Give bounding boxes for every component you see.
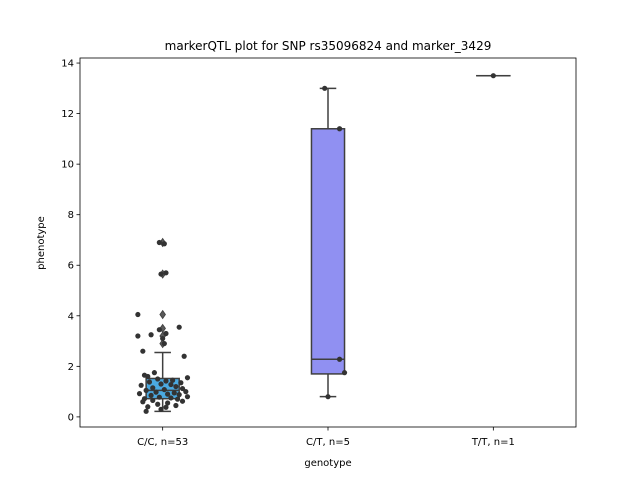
y-tick-label: 2 [68, 362, 74, 373]
y-tick-label: 0 [68, 412, 74, 423]
data-point [140, 348, 146, 354]
outlier-marker [159, 309, 166, 320]
data-point [136, 391, 143, 397]
axes: 0 2 4 6 8 10 12 14 C/C, n=53 C/T, n=5 T/T, n=1 [61, 59, 515, 448]
data-point [150, 385, 156, 391]
data-point [148, 392, 154, 399]
data-point [156, 394, 162, 400]
data-point [156, 327, 162, 333]
y-tick-label: 8 [68, 210, 74, 221]
data-point [176, 324, 182, 330]
x-tick-label: C/C, n=53 [137, 437, 188, 448]
y-tick-label: 4 [68, 311, 74, 322]
data-point [146, 379, 153, 385]
data-point [176, 392, 182, 398]
box [310, 128, 346, 375]
data-point [168, 395, 174, 401]
data-point [169, 377, 176, 383]
data-point [155, 401, 161, 407]
data-point [163, 330, 169, 337]
data-point [148, 332, 154, 338]
data-point [165, 391, 171, 397]
y-tick-label: 6 [68, 261, 74, 272]
x-tick-label: C/T, n=5 [306, 437, 350, 448]
y-axis-title: phenotype [36, 216, 47, 270]
data-point [161, 386, 167, 393]
data-point [165, 400, 171, 406]
data-point [168, 381, 174, 388]
data-point [155, 376, 161, 382]
data-point [163, 404, 169, 410]
data-point [173, 383, 179, 390]
data-point [325, 394, 331, 400]
data-point [145, 373, 151, 380]
y-tick-label: 12 [61, 109, 74, 120]
data-point [161, 241, 167, 247]
data-point [151, 370, 157, 376]
data-point [173, 402, 179, 409]
y-tick-label: 14 [61, 59, 74, 70]
x-tick-label: T/T, n=1 [471, 437, 515, 448]
data-point [184, 394, 191, 400]
data-point [158, 271, 164, 277]
data-point [158, 406, 164, 412]
plot-area [135, 73, 511, 414]
data-point [179, 398, 186, 404]
data-point [158, 381, 164, 387]
outlier-marker [159, 323, 166, 334]
data-point [143, 387, 149, 393]
data-point [171, 390, 177, 396]
data-point [322, 85, 328, 91]
chart-title: markerQTL plot for SNP rs35096824 and ma… [165, 39, 492, 53]
data-point [336, 356, 343, 362]
data-point [150, 397, 156, 404]
data-point [156, 239, 162, 246]
data-point [140, 399, 146, 405]
data-point [179, 385, 186, 392]
data-point [163, 378, 169, 384]
data-point [174, 396, 181, 402]
data-point [138, 382, 144, 388]
data-point [143, 408, 149, 414]
data-point [341, 370, 348, 376]
data-point [160, 335, 166, 342]
data-point [490, 73, 496, 79]
data-point [135, 311, 141, 318]
data-point [181, 353, 187, 359]
data-point [178, 380, 184, 386]
data-point [163, 270, 169, 276]
y-tick-label: 10 [61, 160, 74, 171]
data-point [145, 404, 151, 410]
data-point [183, 389, 189, 395]
data-point [161, 340, 167, 347]
data-point [336, 126, 343, 132]
x-axis-title: genotype [304, 458, 351, 469]
data-point [135, 333, 141, 339]
data-point [153, 389, 159, 395]
data-point [184, 375, 191, 381]
